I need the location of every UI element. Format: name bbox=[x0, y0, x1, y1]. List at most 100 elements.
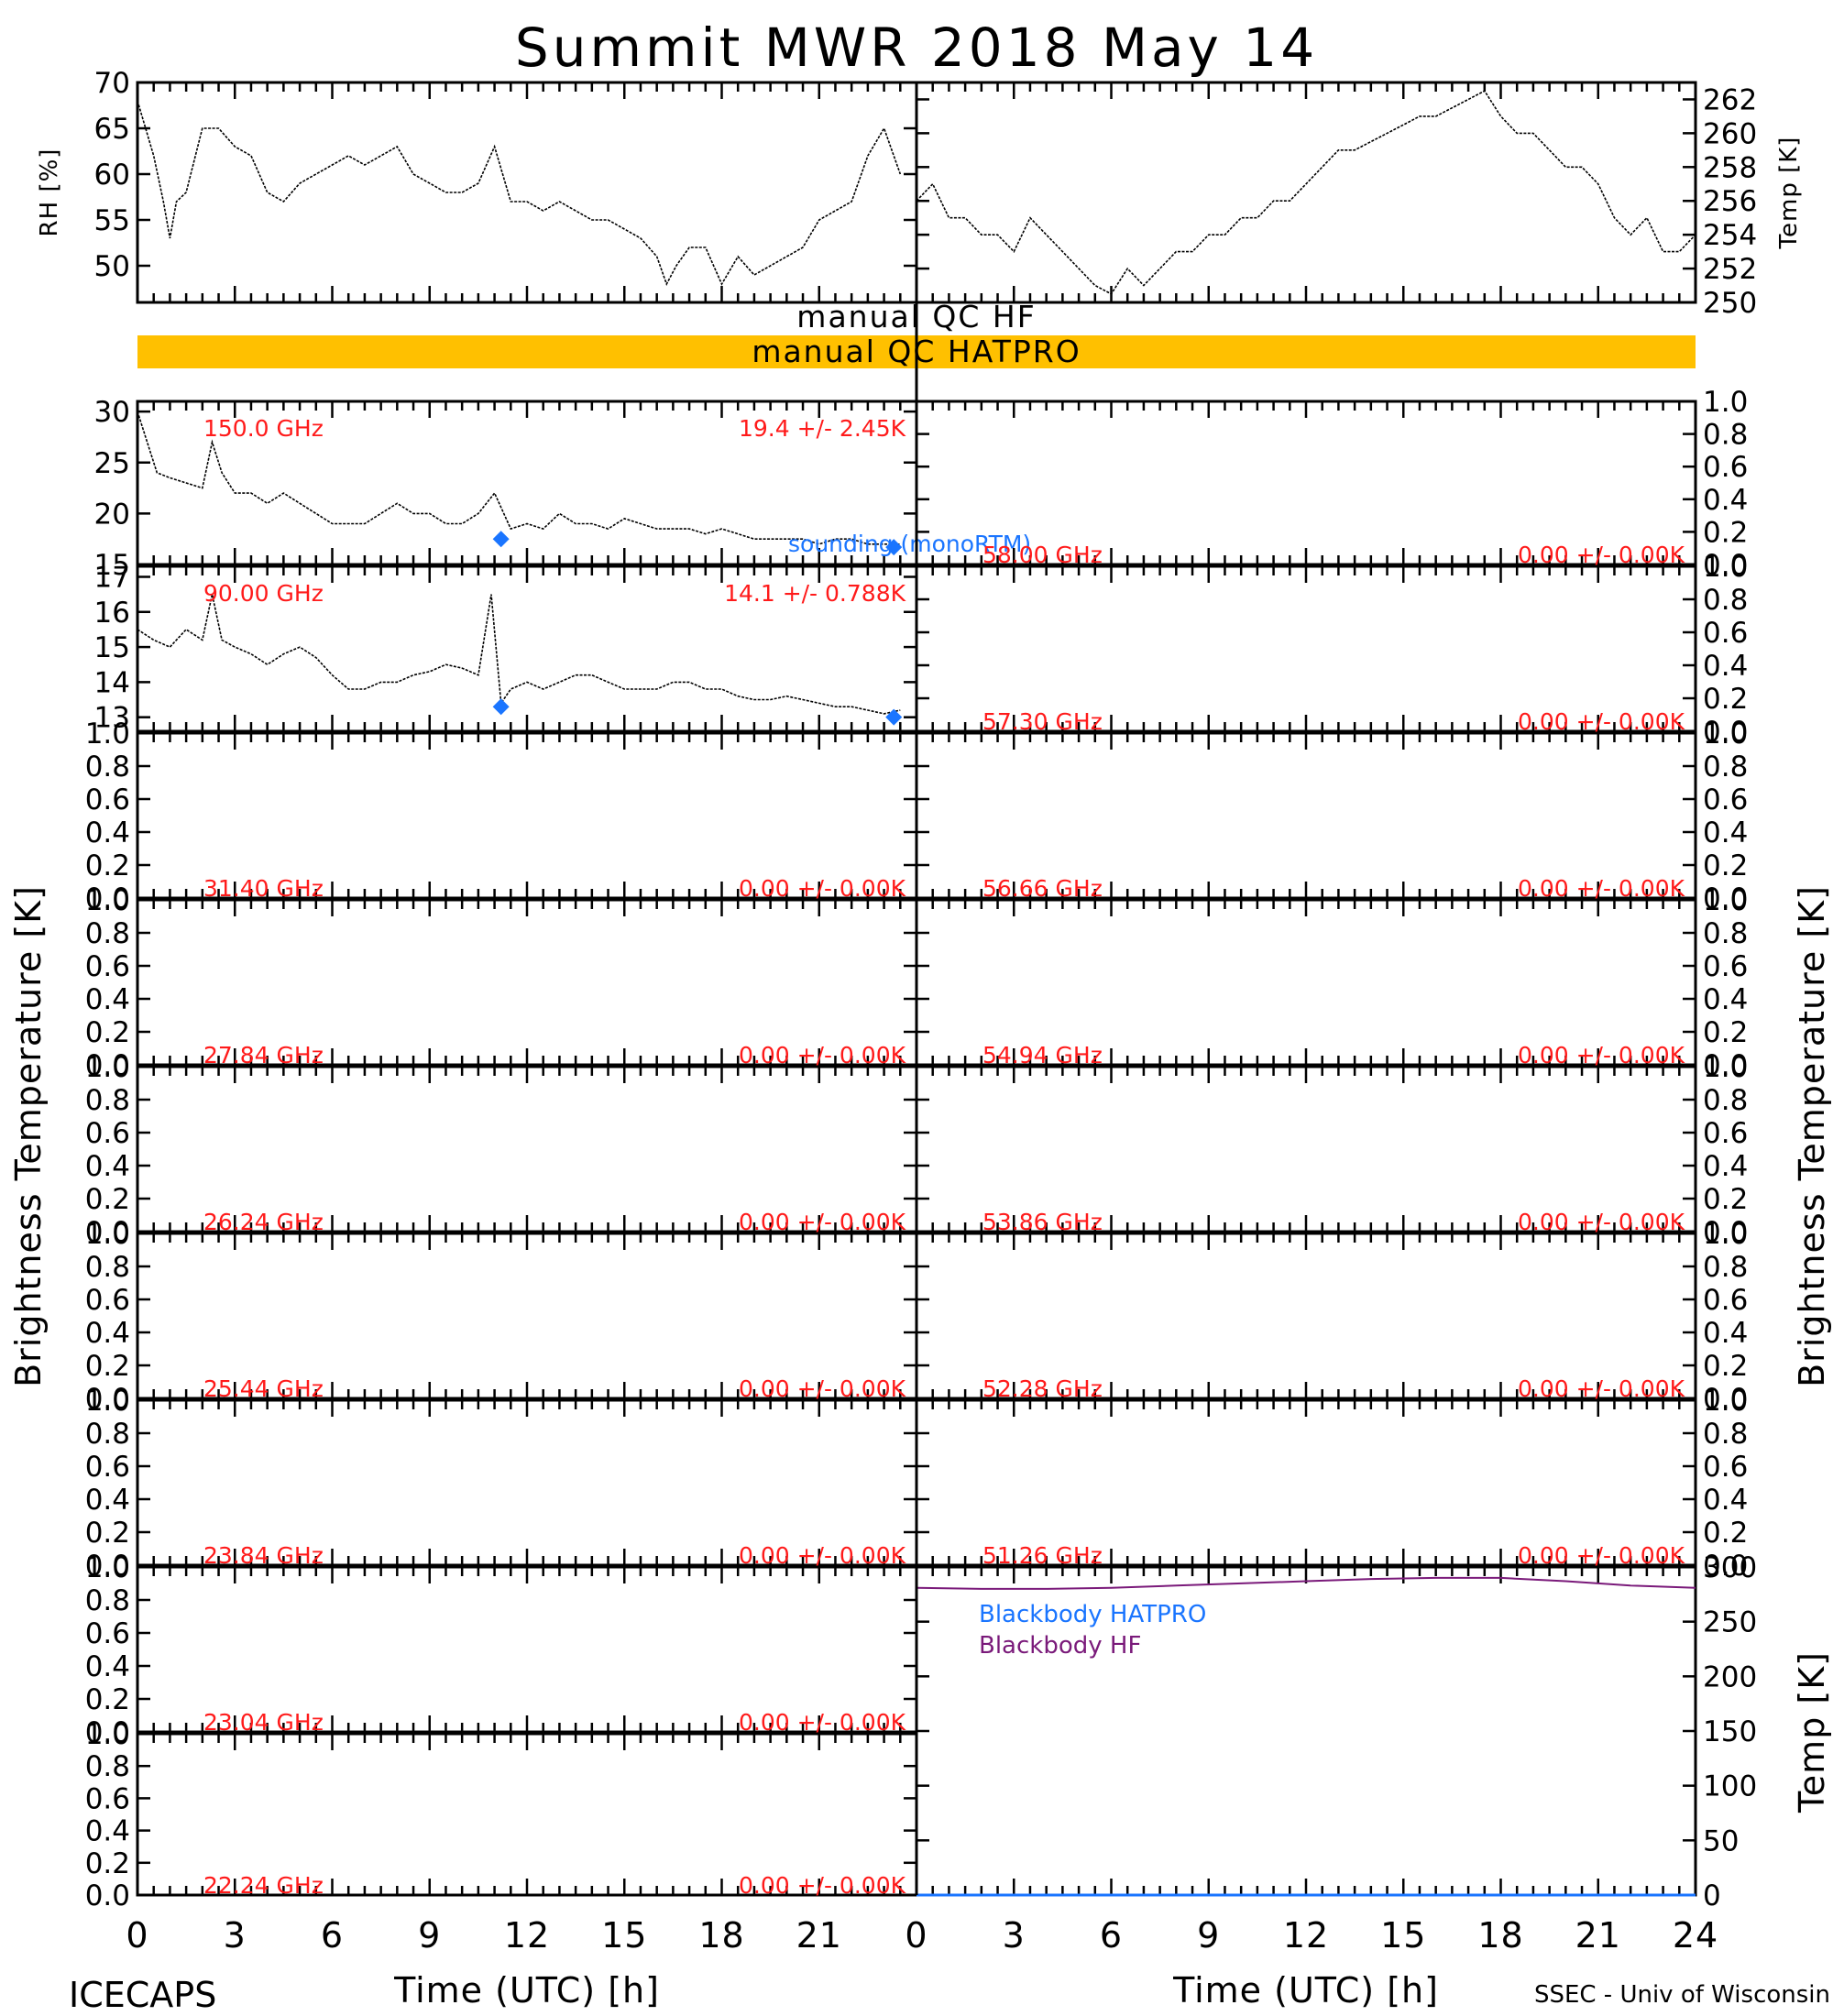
y-tick-label: 55 bbox=[94, 204, 130, 237]
y-tick-label: 250 bbox=[1703, 1606, 1757, 1639]
figure-title: Summit MWR 2018 May 14 bbox=[515, 16, 1318, 79]
rh-axis-title: RH [%] bbox=[36, 148, 63, 237]
panel-frame bbox=[915, 1065, 1697, 1233]
x-tick-label-right: 6 bbox=[1100, 1915, 1123, 1956]
y-tick-label: 0.8 bbox=[1703, 917, 1748, 950]
y-tick-label: 0.6 bbox=[1703, 1284, 1748, 1317]
y-tick-label: 0.0 bbox=[1703, 716, 1748, 749]
panel-frame bbox=[136, 898, 918, 1067]
y-tick-label: 0.2 bbox=[1703, 1350, 1748, 1383]
y-tick-label: 150 bbox=[1703, 1715, 1757, 1748]
y-tick-label: 262 bbox=[1703, 83, 1757, 116]
x-axis-title-right: Time (UTC) [h] bbox=[1172, 1970, 1439, 2011]
panel-rh: 50 55 60 65 70 RH [%] bbox=[36, 67, 918, 304]
y-tick-label: 15 bbox=[94, 631, 130, 664]
frequency-label: 27.84 GHz bbox=[203, 1042, 324, 1068]
y-tick-label: 0.2 bbox=[1703, 1517, 1748, 1550]
frequency-label: 150.0 GHz bbox=[203, 415, 324, 442]
y-tick-label: 0.6 bbox=[1703, 1117, 1748, 1150]
frequency-label: 26.24 GHz bbox=[203, 1209, 324, 1235]
y-tick-label: 0.2 bbox=[85, 1847, 130, 1880]
panel-blackbody: 0 50 100 150 200 250 300 Blackbody HATPRO Blackb… bbox=[915, 1551, 1832, 1912]
x-tick-label-left: 12 bbox=[504, 1915, 550, 1956]
y-tick-label: 0.6 bbox=[1703, 451, 1748, 484]
panel-ch-25-44: 0.00.20.40.60.81.025.44 GHz 0.00 +/- 0.00… bbox=[85, 1218, 918, 1416]
x-tick-label-right: 12 bbox=[1283, 1915, 1329, 1956]
stats-label: 0.00 +/- 0.00K bbox=[1518, 542, 1685, 568]
stats-label: 0.00 +/- 0.00K bbox=[739, 1042, 906, 1068]
x-tick-label-left: 18 bbox=[698, 1915, 744, 1956]
y-tick-label: 0.6 bbox=[85, 950, 130, 983]
y-tick-label: 0.2 bbox=[1703, 683, 1748, 716]
y-tick-label: 0.0 bbox=[1703, 549, 1748, 582]
y-tick-label: 0.0 bbox=[85, 1716, 130, 1749]
stats-label: 0.00 +/- 0.00K bbox=[739, 1542, 906, 1569]
panel-frame bbox=[915, 564, 1697, 733]
model-point bbox=[885, 708, 903, 726]
x-tick-label-left: 3 bbox=[224, 1915, 247, 1956]
y-tick-label: 25 bbox=[94, 447, 130, 480]
y-tick-label: 0.4 bbox=[1703, 1317, 1748, 1350]
y-tick-label: 0.6 bbox=[1703, 950, 1748, 983]
stats-label: 0.00 +/- 0.00K bbox=[739, 1209, 906, 1235]
panel-ch-150: 15 20 25 30 sounding (monoRTM) 150.0 GHz 19.4 … bbox=[94, 396, 1032, 582]
stats-label: 19.4 +/- 2.45K bbox=[739, 415, 906, 442]
y-tick-label: 0.4 bbox=[1703, 983, 1748, 1016]
frequency-label: 25.44 GHz bbox=[203, 1375, 324, 1402]
panel-frame bbox=[915, 1232, 1697, 1400]
y-tick-label: 50 bbox=[94, 250, 130, 283]
panel-ch-58-00: 0.00.20.40.60.81.058.00 GHz 0.00 +/- 0.00… bbox=[915, 386, 1748, 582]
y-tick-label: 100 bbox=[1703, 1770, 1757, 1803]
panel-frame bbox=[136, 731, 918, 900]
y-tick-label: 0.0 bbox=[85, 1550, 130, 1583]
panel-ch-53-86: 0.00.20.40.60.81.053.86 GHz 0.00 +/- 0.00… bbox=[915, 1051, 1748, 1249]
model-label: sounding (monoRTM) bbox=[788, 531, 1031, 557]
model-point bbox=[492, 531, 510, 548]
y-tick-label: 30 bbox=[94, 396, 130, 429]
stats-label: 0.00 +/- 0.00K bbox=[1518, 875, 1685, 902]
x-tick-label-right: 24 bbox=[1673, 1915, 1718, 1956]
y-tick-label: 0.4 bbox=[85, 816, 130, 849]
y-tick-label: 65 bbox=[94, 113, 130, 146]
panel-frame bbox=[915, 731, 1697, 900]
y-tick-label: 0.4 bbox=[1703, 650, 1748, 683]
y-tick-label: 0.6 bbox=[1703, 1451, 1748, 1484]
y-tick-label: 1.0 bbox=[85, 1385, 130, 1418]
y-tick-label: 0.0 bbox=[85, 1879, 130, 1912]
panel-frame bbox=[136, 1398, 918, 1567]
y-tick-label: 0.2 bbox=[1703, 516, 1748, 549]
y-tick-label: 1.0 bbox=[85, 1218, 130, 1251]
y-tick-label: 258 bbox=[1703, 151, 1757, 184]
panel-ch-23-84: 0.00.20.40.60.81.023.84 GHz 0.00 +/- 0.00… bbox=[85, 1385, 918, 1583]
y-tick-label: 0.8 bbox=[85, 751, 130, 783]
frequency-label: 23.04 GHz bbox=[203, 1709, 324, 1736]
series-line bbox=[137, 411, 901, 545]
y-tick-label: 1.0 bbox=[1703, 1051, 1748, 1084]
y-tick-label: 0.6 bbox=[1703, 617, 1748, 650]
panel-ch-23-04: 0.00.20.40.60.81.023.04 GHz 0.00 +/- 0.00… bbox=[85, 1551, 918, 1749]
stats-label: 0.00 +/- 0.00K bbox=[1518, 1209, 1685, 1235]
frequency-label: 58.00 GHz bbox=[982, 542, 1103, 568]
y-tick-label: 0.4 bbox=[1703, 484, 1748, 517]
y-tick-label: 0.2 bbox=[85, 1683, 130, 1716]
y-tick-label: 1.0 bbox=[85, 1551, 130, 1584]
y-tick-label: 17 bbox=[94, 561, 130, 594]
y-tick-label: 0.8 bbox=[1703, 751, 1748, 783]
panel-ch-26-24: 0.00.20.40.60.81.026.24 GHz 0.00 +/- 0.00… bbox=[85, 1051, 918, 1249]
x-tick-label-left: 21 bbox=[796, 1915, 842, 1956]
panel-frame bbox=[136, 1732, 918, 1897]
stats-label: 0.00 +/- 0.00K bbox=[1518, 1375, 1685, 1402]
stats-label: 0.00 +/- 0.00K bbox=[739, 875, 906, 902]
x-tick-label-right: 21 bbox=[1575, 1915, 1621, 1956]
x-tick-label-left: 6 bbox=[321, 1915, 344, 1956]
x-tick-label-right: 0 bbox=[905, 1915, 927, 1956]
y-tick-label: 0.8 bbox=[1703, 1084, 1748, 1117]
x-tick-label-right: 3 bbox=[1003, 1915, 1026, 1956]
y-tick-label: 0.6 bbox=[85, 1617, 130, 1650]
frequency-label: 53.86 GHz bbox=[982, 1209, 1103, 1235]
y-tick-label: 0 bbox=[1703, 1879, 1721, 1912]
frequency-label: 56.66 GHz bbox=[982, 875, 1103, 902]
frequency-label: 52.28 GHz bbox=[982, 1375, 1103, 1402]
y-tick-label: 0.6 bbox=[85, 1451, 130, 1484]
